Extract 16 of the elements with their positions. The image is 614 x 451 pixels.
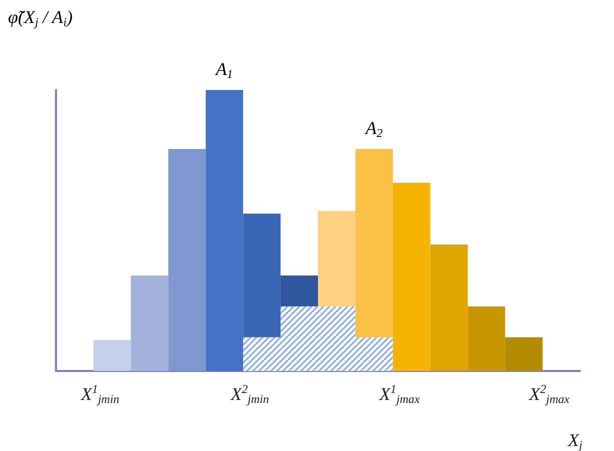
bar xyxy=(280,306,318,371)
bar xyxy=(168,149,206,371)
bar xyxy=(318,306,356,371)
bar xyxy=(318,210,356,306)
bar xyxy=(355,149,393,338)
bar xyxy=(430,244,468,371)
bar xyxy=(505,337,543,371)
bar xyxy=(243,337,281,371)
bar xyxy=(130,275,168,371)
bar xyxy=(280,275,318,306)
bar xyxy=(206,90,244,371)
bar xyxy=(468,306,506,371)
bar xyxy=(243,214,281,338)
bar xyxy=(392,182,430,371)
bar xyxy=(93,340,131,371)
bar xyxy=(355,337,393,371)
